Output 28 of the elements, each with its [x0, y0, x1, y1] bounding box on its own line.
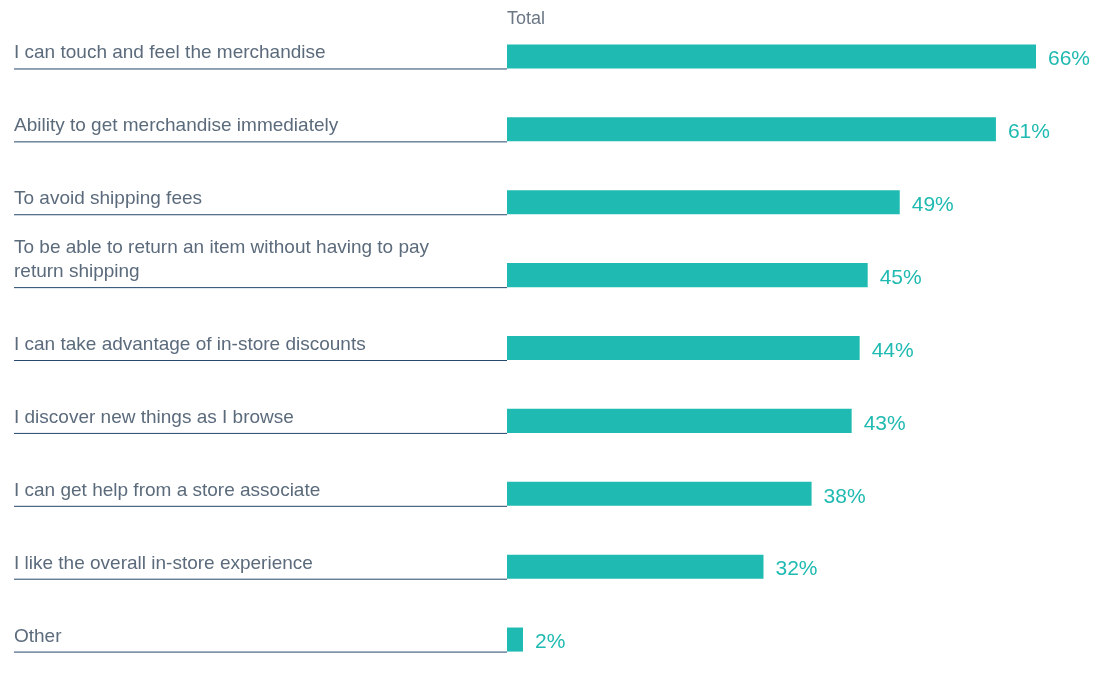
y-tick-label: To avoid shipping fees: [14, 187, 203, 209]
y-tick-label: I can take advantage of in-store discounts: [14, 333, 366, 355]
data-label: 38%: [823, 483, 866, 507]
bar: [507, 263, 868, 288]
y-tick-label: I like the overall in-store experience: [14, 551, 313, 573]
bar: [507, 190, 900, 215]
data-label: 2%: [535, 629, 566, 653]
y-tick-label: I can get help from a store associate: [14, 478, 321, 500]
y-tick-label: I discover new things as I browse: [14, 405, 294, 427]
data-label: 44%: [871, 337, 914, 361]
chart-title: Total: [507, 8, 546, 28]
bar: [507, 117, 996, 142]
bar: [507, 627, 524, 652]
bar: [507, 335, 860, 361]
data-label: 45%: [879, 264, 922, 288]
data-label: 49%: [911, 192, 954, 216]
y-tick-label: To be able to return an item without having to pay return shipping: [14, 236, 430, 282]
data-label: 61%: [1007, 119, 1050, 143]
data-label: 32%: [775, 556, 818, 580]
bar: [507, 408, 852, 433]
bar: [507, 481, 812, 506]
y-tick-label: Other: [14, 624, 63, 646]
y-tick-label: I can touch and feel the merchandise: [14, 41, 326, 63]
y-tick-label: Ability to get merchandise immediately: [14, 114, 339, 136]
data-label: 66%: [1048, 46, 1091, 70]
data-label: 43%: [863, 410, 906, 434]
bar: [507, 44, 1036, 69]
bar: [507, 554, 764, 579]
